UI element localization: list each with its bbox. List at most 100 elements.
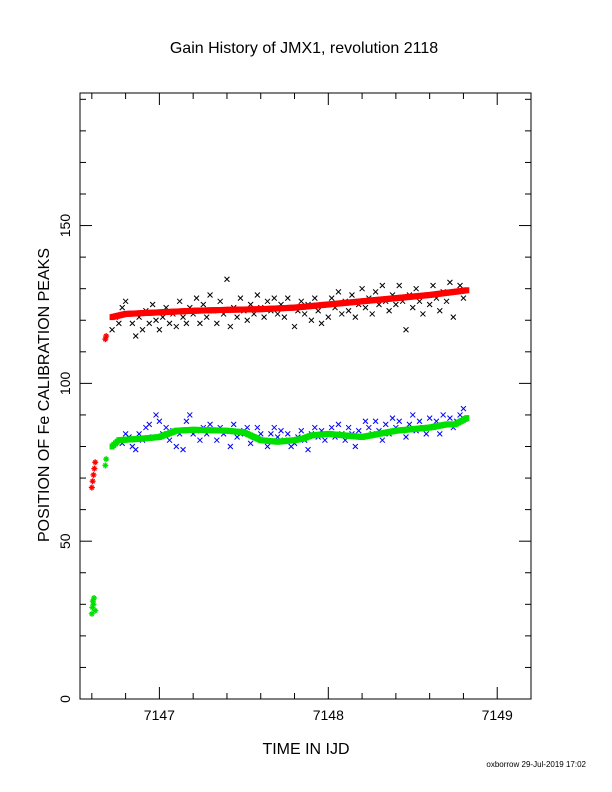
data-point [416,298,423,305]
data-point [132,446,139,453]
data-point [359,285,365,292]
data-point [413,285,419,292]
y-tick-label: 100 [57,371,73,395]
data-point [403,326,409,333]
data-point [183,320,190,327]
data-point [274,311,281,317]
data-point [254,424,261,431]
data-point [146,320,153,327]
data-point [257,431,264,437]
data-point [268,431,274,437]
data-point [166,437,173,444]
data-point [423,431,430,437]
data-point [298,427,305,434]
data-point [379,437,386,444]
data-point [322,437,328,444]
data-point [457,412,463,418]
data-point [386,307,392,314]
data-point [369,311,376,317]
data-point [365,424,372,431]
data-point [264,298,271,305]
x-axis-label: TIME IN IJD [262,741,349,758]
data-point [234,314,240,320]
data-point [301,311,308,317]
data-point [409,304,416,311]
data-point [328,424,335,431]
data-point [264,443,271,450]
data-point [271,424,278,431]
data-point [318,320,325,327]
data-point [180,446,186,453]
data-point [311,295,318,302]
chart-title: Gain History of JMX1, revolution 2118 [170,40,438,57]
data-point [136,431,142,437]
data-point [393,301,399,308]
data-point [284,295,291,302]
data-point [464,415,470,422]
data-point [382,421,389,428]
data-point [244,317,251,324]
data-point [166,320,173,327]
data-point [109,326,115,333]
data-point [224,276,230,283]
data-point [372,288,379,295]
x-tick-label: 7148 [313,707,344,723]
data-point [436,307,443,314]
data-point [311,424,318,431]
data-point [345,307,352,314]
data-point [464,287,470,294]
x-tick-label: 7147 [144,707,175,723]
data-point [403,434,409,440]
data-point [305,446,311,453]
data-point [436,431,443,437]
data-point [281,314,288,320]
data-point [176,298,183,305]
data-point [315,307,322,314]
data-point [129,320,136,327]
plot-frame [79,92,532,700]
data-point [119,304,126,311]
data-point [362,304,369,311]
data-point [457,282,463,289]
data-point [278,427,284,434]
y-tick-label: 0 [57,695,73,703]
data-point [460,405,467,412]
axes: 0 50 100 150 7147 7148 7149 [57,93,531,723]
data-point [197,320,203,327]
data-point [447,415,453,421]
data-point [183,418,190,425]
footer-stamp: oxborrow 29-Jul-2019 17:02 [486,760,586,769]
data-point [186,412,193,418]
data-point [153,412,159,418]
data-point [355,427,362,434]
data-point [156,418,163,425]
data-point [103,333,110,340]
data-point [291,323,298,330]
data-point [132,333,139,339]
data-point [372,418,379,425]
data-point [416,418,423,425]
data-point [213,437,220,444]
data-point [227,323,234,330]
x-tick-label: 7149 [482,707,513,723]
data-point [420,311,426,317]
data-point [213,320,220,327]
data-point [88,484,95,491]
data-point [460,295,467,302]
data-point [146,421,153,428]
data-point [447,279,453,286]
data-point [122,298,129,305]
data-point [335,288,342,295]
data-marks [88,276,470,617]
data-point [90,471,97,478]
data-point [244,424,251,431]
data-point [335,421,342,428]
data-point [406,421,413,428]
data-point [247,301,254,308]
data-point [89,478,96,485]
data-point [298,298,305,305]
y-tick-label: 50 [57,533,73,549]
data-point [102,462,109,469]
data-point [426,415,433,421]
data-point [352,443,359,450]
